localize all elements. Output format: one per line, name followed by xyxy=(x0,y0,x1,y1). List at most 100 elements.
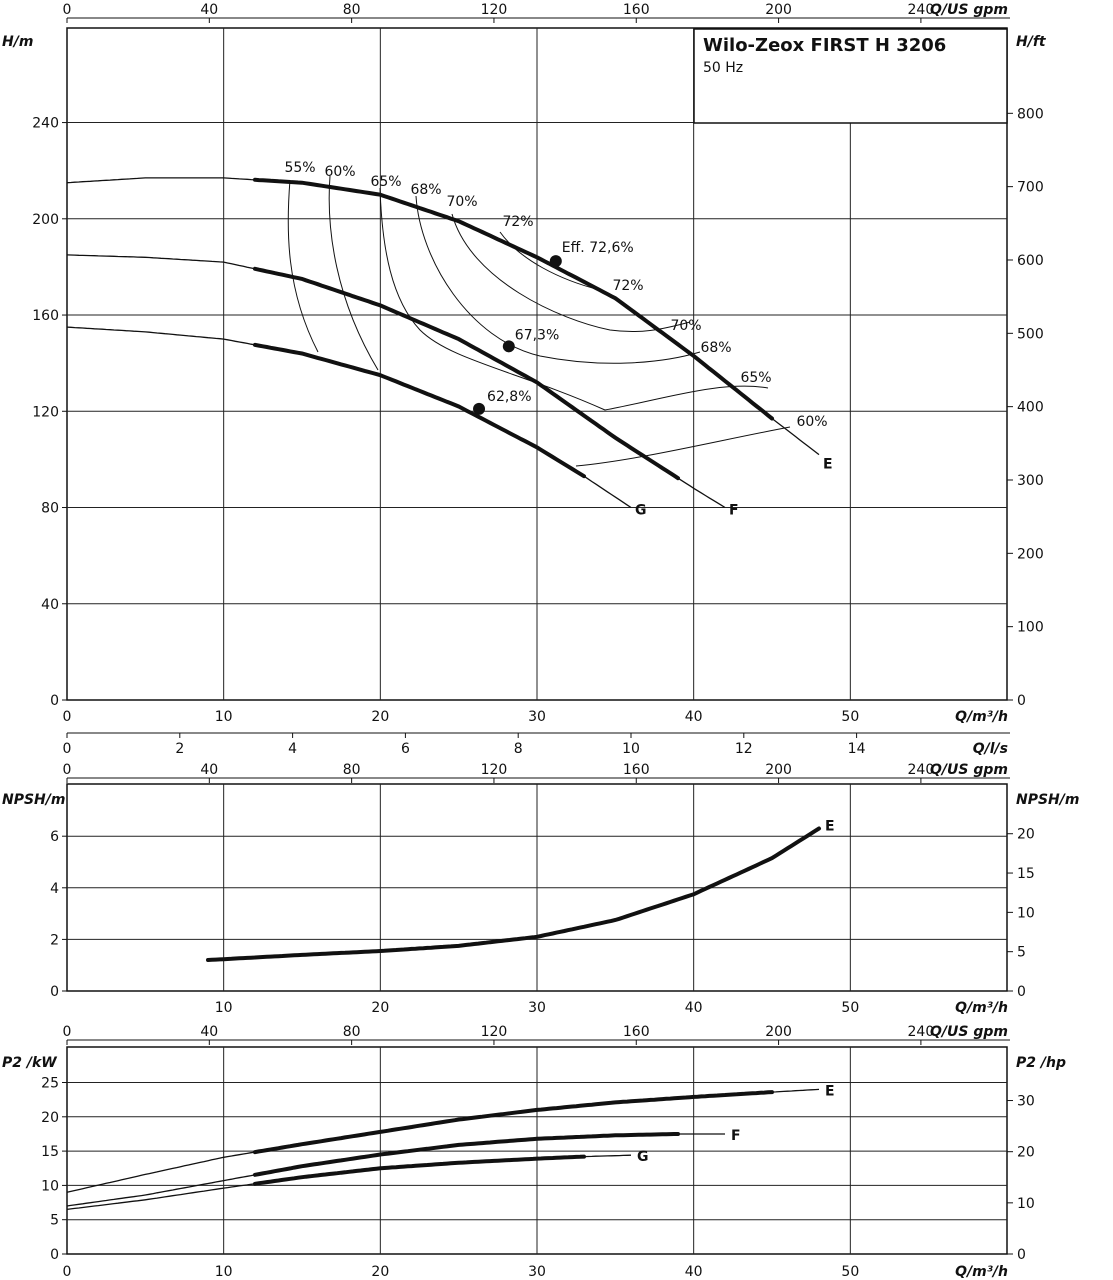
curve-bold-power-F xyxy=(253,1132,680,1177)
curve-label-head-G: G xyxy=(635,503,647,519)
chart-title: Wilo-Zeox FIRST H 3206 xyxy=(703,35,946,56)
gpm-tick-label: 120 xyxy=(481,762,508,778)
gpm-tick-label: 240 xyxy=(908,762,935,778)
curve-head-E xyxy=(66,177,820,456)
efficiency-isoline xyxy=(287,179,319,353)
gpm-tick-label: 240 xyxy=(908,2,935,18)
y2-tick-label-head: 700 xyxy=(1017,180,1044,196)
bep-marker xyxy=(502,340,515,353)
y-tick-label-power: 5 xyxy=(50,1213,59,1229)
curve-bold-power-G xyxy=(253,1154,586,1186)
y2-tick-label-power: 20 xyxy=(1017,1145,1035,1161)
y2-tick-label-head: 500 xyxy=(1017,326,1044,342)
curve-head-G xyxy=(66,326,632,509)
gpm-tick-label: 120 xyxy=(481,2,508,18)
y2-axis-label-power: P2 /hp xyxy=(1016,1055,1066,1071)
ls-tick-label: 14 xyxy=(848,741,866,757)
ls-tick-label: 4 xyxy=(288,741,297,757)
y2-tick-label-head: 100 xyxy=(1017,620,1044,636)
y2-tick-label-head: 800 xyxy=(1017,106,1044,122)
efficiency-label: 68% xyxy=(700,340,731,356)
y2-tick-label-head: 600 xyxy=(1017,253,1044,269)
y-tick-label-head: 0 xyxy=(50,693,59,709)
x-tick-label-npsh: 10 xyxy=(215,1000,233,1016)
title-box-frame xyxy=(693,28,1008,124)
bep-label: 62,8% xyxy=(487,389,531,405)
y2-tick-label-power: 10 xyxy=(1017,1196,1035,1212)
gpm-tick-label: 80 xyxy=(343,2,361,18)
x-tick-label-head: 10 xyxy=(215,709,233,725)
x-tick-label-power: 30 xyxy=(528,1264,546,1280)
y-tick-label-power: 10 xyxy=(41,1178,59,1194)
gpm-axis-label: Q/US gpm xyxy=(930,762,1008,778)
x-tick-label-head: 30 xyxy=(528,709,546,725)
y2-tick-label-head: 200 xyxy=(1017,546,1044,562)
y2-tick-label-head: 300 xyxy=(1017,473,1044,489)
gpm-tick-label: 200 xyxy=(765,1024,792,1040)
y2-tick-label-npsh: 15 xyxy=(1017,866,1035,882)
x-axis-label-power: Q/m³/h xyxy=(955,1264,1008,1280)
gpm-tick-label: 0 xyxy=(63,762,72,778)
curve-label-head-F: F xyxy=(729,503,739,519)
curve-bold-head-E xyxy=(253,177,774,421)
efficiency-label: 68% xyxy=(410,182,441,198)
curve-power-E xyxy=(66,1088,820,1193)
x-tick-label-power: 0 xyxy=(63,1264,72,1280)
y2-tick-label-npsh: 10 xyxy=(1017,905,1035,921)
gpm-tick-label: 200 xyxy=(765,762,792,778)
y-tick-label-head: 200 xyxy=(32,212,59,228)
curves-layer xyxy=(66,175,821,1211)
y-tick-label-power: 0 xyxy=(50,1247,59,1263)
y-tick-label-npsh: 2 xyxy=(50,932,59,948)
efficiency-label: 70% xyxy=(670,318,701,334)
efficiency-label: 60% xyxy=(324,164,355,180)
curve-bold-power-E xyxy=(253,1090,774,1155)
y-axis-label-npsh: NPSH/m xyxy=(2,792,65,808)
efficiency-label: 65% xyxy=(370,174,401,190)
y-tick-label-power: 20 xyxy=(41,1110,59,1126)
x-tick-label-power: 50 xyxy=(841,1264,859,1280)
x-tick-label-npsh: 30 xyxy=(528,1000,546,1016)
bep-label: 67,3% xyxy=(515,327,559,343)
ls-tick-label: 10 xyxy=(622,741,640,757)
y2-tick-label-npsh: 5 xyxy=(1017,945,1026,961)
x-tick-label-head: 20 xyxy=(371,709,389,725)
y-tick-label-npsh: 4 xyxy=(50,881,59,897)
curve-label-head-E: E xyxy=(823,457,833,473)
y-tick-label-npsh: 0 xyxy=(50,984,59,1000)
y2-tick-label-power: 0 xyxy=(1017,1247,1026,1263)
gpm-tick-label: 160 xyxy=(623,1024,650,1040)
y-tick-label-power: 25 xyxy=(41,1076,59,1092)
curve-npsh-E xyxy=(206,826,821,962)
gpm-tick-label: 160 xyxy=(623,762,650,778)
ls-tick-label: 0 xyxy=(63,741,72,757)
gpm-tick-label: 80 xyxy=(343,762,361,778)
y2-axis-label-head: H/ft xyxy=(1016,34,1047,50)
y-tick-label-power: 15 xyxy=(41,1144,59,1160)
efficiency-isoline xyxy=(451,213,691,333)
y2-tick-label-npsh: 20 xyxy=(1017,827,1035,843)
ls-axis-label: Q/l/s xyxy=(973,741,1008,757)
efficiency-isoline xyxy=(575,426,791,467)
gpm-tick-label: 80 xyxy=(343,1024,361,1040)
gpm-tick-label: 200 xyxy=(765,2,792,18)
gpm-tick-label: 0 xyxy=(63,2,72,18)
y-axis-label-head: H/m xyxy=(2,34,33,50)
gpm-tick-label: 160 xyxy=(623,2,650,18)
curve-bold-head-G xyxy=(253,342,586,479)
y2-tick-label-head: 400 xyxy=(1017,400,1044,416)
efficiency-label: 70% xyxy=(446,194,477,210)
x-tick-label-npsh: 20 xyxy=(371,1000,389,1016)
y2-tick-label-head: 0 xyxy=(1017,693,1026,709)
bep-marker xyxy=(549,255,562,268)
y-tick-label-npsh: 6 xyxy=(50,829,59,845)
y-tick-label-head: 160 xyxy=(32,308,59,324)
y2-tick-label-power: 30 xyxy=(1017,1094,1035,1110)
ls-tick-label: 2 xyxy=(175,741,184,757)
efficiency-isoline xyxy=(415,195,701,364)
ls-tick-label: 6 xyxy=(401,741,410,757)
y-tick-label-head: 80 xyxy=(41,501,59,517)
efficiency-isoline xyxy=(379,187,769,411)
gpm-tick-label: 40 xyxy=(200,2,218,18)
